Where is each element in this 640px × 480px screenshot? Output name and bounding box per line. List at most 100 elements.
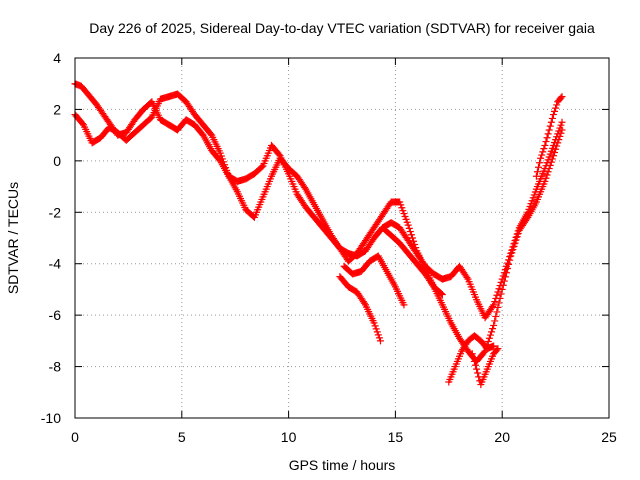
y-tick-label: -4 [49,256,62,272]
y-tick-label: -2 [49,204,62,220]
data-point [374,331,382,339]
data-point [491,317,499,325]
series-track-2 [71,90,566,365]
data-point [484,338,492,345]
y-tick-label: -10 [41,410,61,426]
data-point [507,252,515,260]
data-point [509,246,517,254]
data-point [495,285,503,293]
data-point [490,342,498,350]
y-tick-label: 4 [53,50,61,66]
data-point [553,142,561,150]
data-point [544,168,552,176]
data-point [544,130,552,138]
data-point [549,111,557,119]
data-point [552,104,560,112]
data-point [408,234,416,242]
data-point [506,256,514,264]
x-tick-label: 15 [388,429,404,445]
data-point [494,345,502,353]
data-point [539,148,547,156]
data-point [492,312,500,320]
data-point [547,118,555,126]
data-point [490,321,498,329]
data-point [554,139,562,147]
data-point [470,357,478,365]
data-point [485,334,493,342]
data-point [555,136,563,144]
data-point [552,145,560,153]
series-track-7 [468,345,502,389]
data-point [546,161,554,169]
data-point [499,281,507,289]
data-point [543,171,551,179]
data-point [549,152,557,160]
plot-frame [74,57,610,419]
data-point [538,151,546,159]
x-tick-label: 20 [494,429,510,445]
data-point [493,308,501,316]
data-point [412,244,420,252]
data-point [514,230,522,237]
chart-title: Day 226 of 2025, Sidereal Day-to-day VTE… [89,20,595,36]
data-point [501,273,509,281]
data-point [486,331,494,339]
data-point [547,158,555,166]
data-point [498,285,506,293]
data-point [553,101,561,109]
data-point [546,122,554,130]
data-point [375,334,383,342]
x-tick-label: 0 [71,429,79,445]
y-tick-label: -8 [49,359,62,375]
data-point [438,291,446,299]
data-point [489,325,497,333]
data-point [405,224,413,232]
data-point [78,120,86,128]
data-point [545,165,553,173]
axis-ticks: -10 -8 -6 -4 -2 0 2 4 0 5 10 15 20 25 [41,50,617,445]
data-point [495,299,503,307]
grid-lines [75,58,609,418]
data-point [557,129,565,137]
data-point [488,328,496,336]
data-point [463,274,471,282]
data-point [410,237,418,245]
data-point [551,149,559,156]
data-point [370,319,378,327]
data-point [469,354,477,362]
data-point [373,328,381,336]
y-tick-label: 2 [53,101,61,117]
data-point [275,150,283,158]
data-point [400,301,408,309]
data-point [523,215,531,223]
data-point [541,141,549,149]
data-point [497,290,505,298]
data-point [542,174,550,182]
data-point [532,172,540,180]
data-point [556,132,564,140]
x-axis-label: GPS time / hours [289,457,396,473]
data-point [376,337,384,345]
data-point [491,298,499,306]
data-point [258,163,266,171]
data-point [545,126,553,134]
series-track-8 [532,93,566,180]
data-point [543,134,551,142]
data-point [537,154,545,162]
data-point [533,168,541,176]
data-point [510,242,518,250]
data-point [207,130,215,138]
data-point [551,107,559,115]
x-tick-label: 10 [281,429,297,445]
data-point [301,184,309,192]
y-tick-label: 0 [53,153,61,169]
data-point [513,233,521,241]
data-point [548,155,556,163]
data-point [500,277,508,285]
data-point [536,159,544,167]
series-track-5 [379,224,446,299]
data-point [558,93,566,101]
data-point [557,94,565,102]
